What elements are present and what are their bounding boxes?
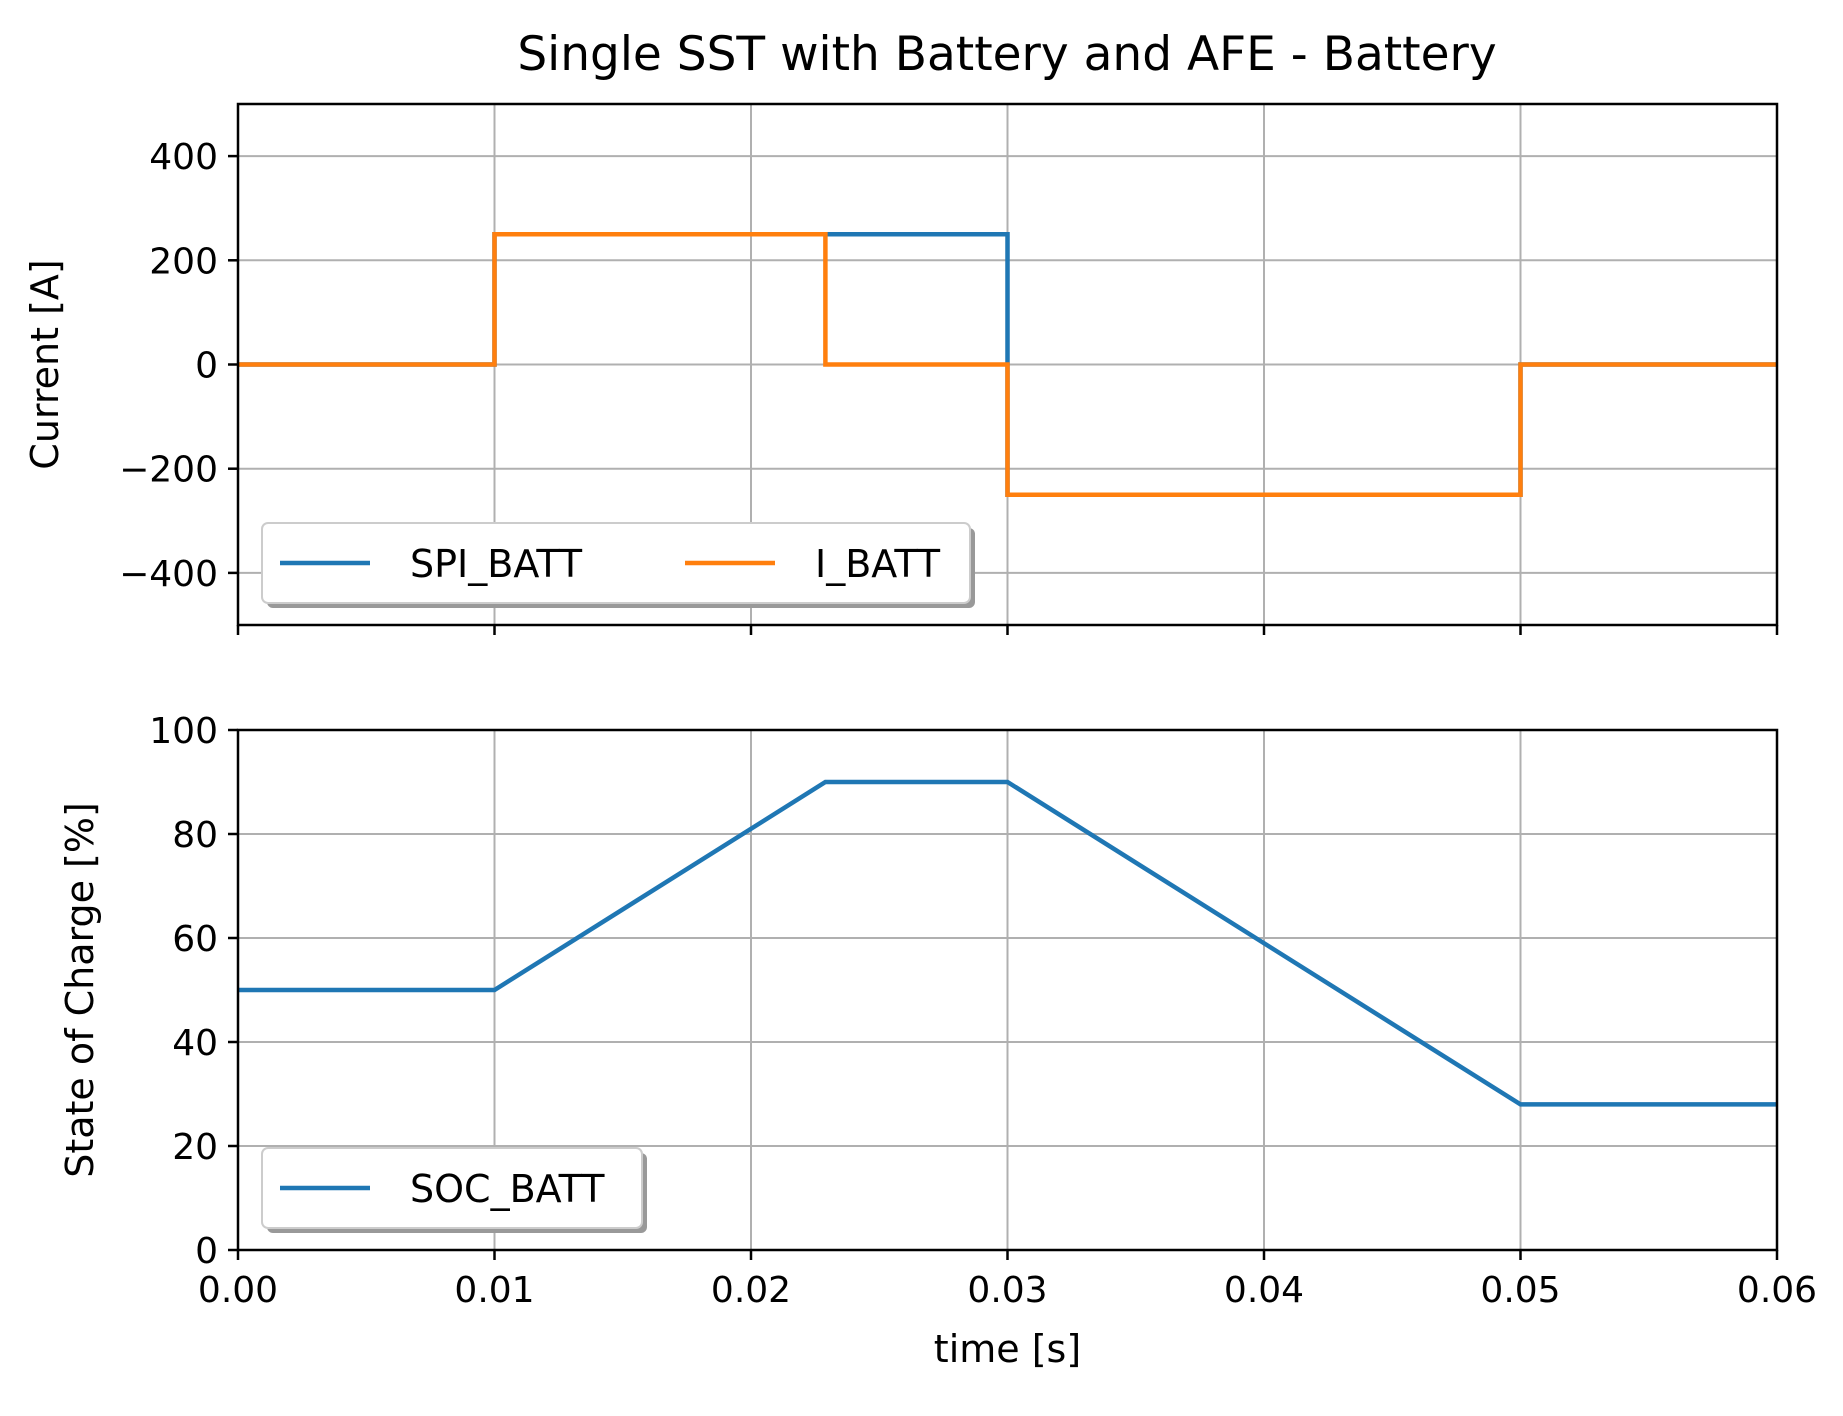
y-tick-label: 200 (149, 241, 218, 282)
y-tick-label: 0 (195, 346, 218, 387)
y-axis-label: State of Charge [%] (58, 802, 102, 1178)
y-tick-label: 100 (149, 711, 218, 752)
y-tick-label: 60 (172, 919, 218, 960)
y-tick-label: −400 (119, 554, 218, 595)
x-tick-label: 0.00 (198, 1270, 278, 1311)
legend (261, 522, 971, 604)
y-tick-label: 80 (172, 815, 218, 856)
legend-label: SPI_BATT (410, 542, 583, 586)
x-tick-label: 0.05 (1480, 1270, 1560, 1311)
legend-label: SOC_BATT (410, 1167, 605, 1211)
y-tick-label: 0 (195, 1231, 218, 1272)
x-tick-label: 0.06 (1737, 1270, 1817, 1311)
y-tick-label: 40 (172, 1023, 218, 1064)
x-tick-label: 0.04 (1224, 1270, 1304, 1311)
y-tick-label: 20 (172, 1127, 218, 1168)
chart-title: Single SST with Battery and AFE - Batter… (517, 27, 1496, 82)
y-tick-label: −200 (119, 450, 218, 491)
x-tick-label: 0.02 (711, 1270, 791, 1311)
x-tick-label: 0.03 (967, 1270, 1047, 1311)
x-tick-label: 0.01 (454, 1270, 534, 1311)
y-tick-label: 400 (149, 137, 218, 178)
legend-label: I_BATT (815, 542, 941, 586)
x-axis-label: time [s] (934, 1327, 1081, 1371)
series-line-i-batt (238, 232, 1777, 498)
soc-panel: 0.00 0.01 0.02 0.03 0.04 0.05 0.06 0 20 40 60 80 100… (58, 711, 1817, 1371)
y-axis-label: Current [A] (23, 259, 67, 469)
series-line-soc-batt (238, 779, 1777, 1107)
current-panel: −400 −200 0 200 400 Current [A] SPI_BATT I_BATT (23, 102, 1779, 635)
legend (261, 1147, 643, 1229)
